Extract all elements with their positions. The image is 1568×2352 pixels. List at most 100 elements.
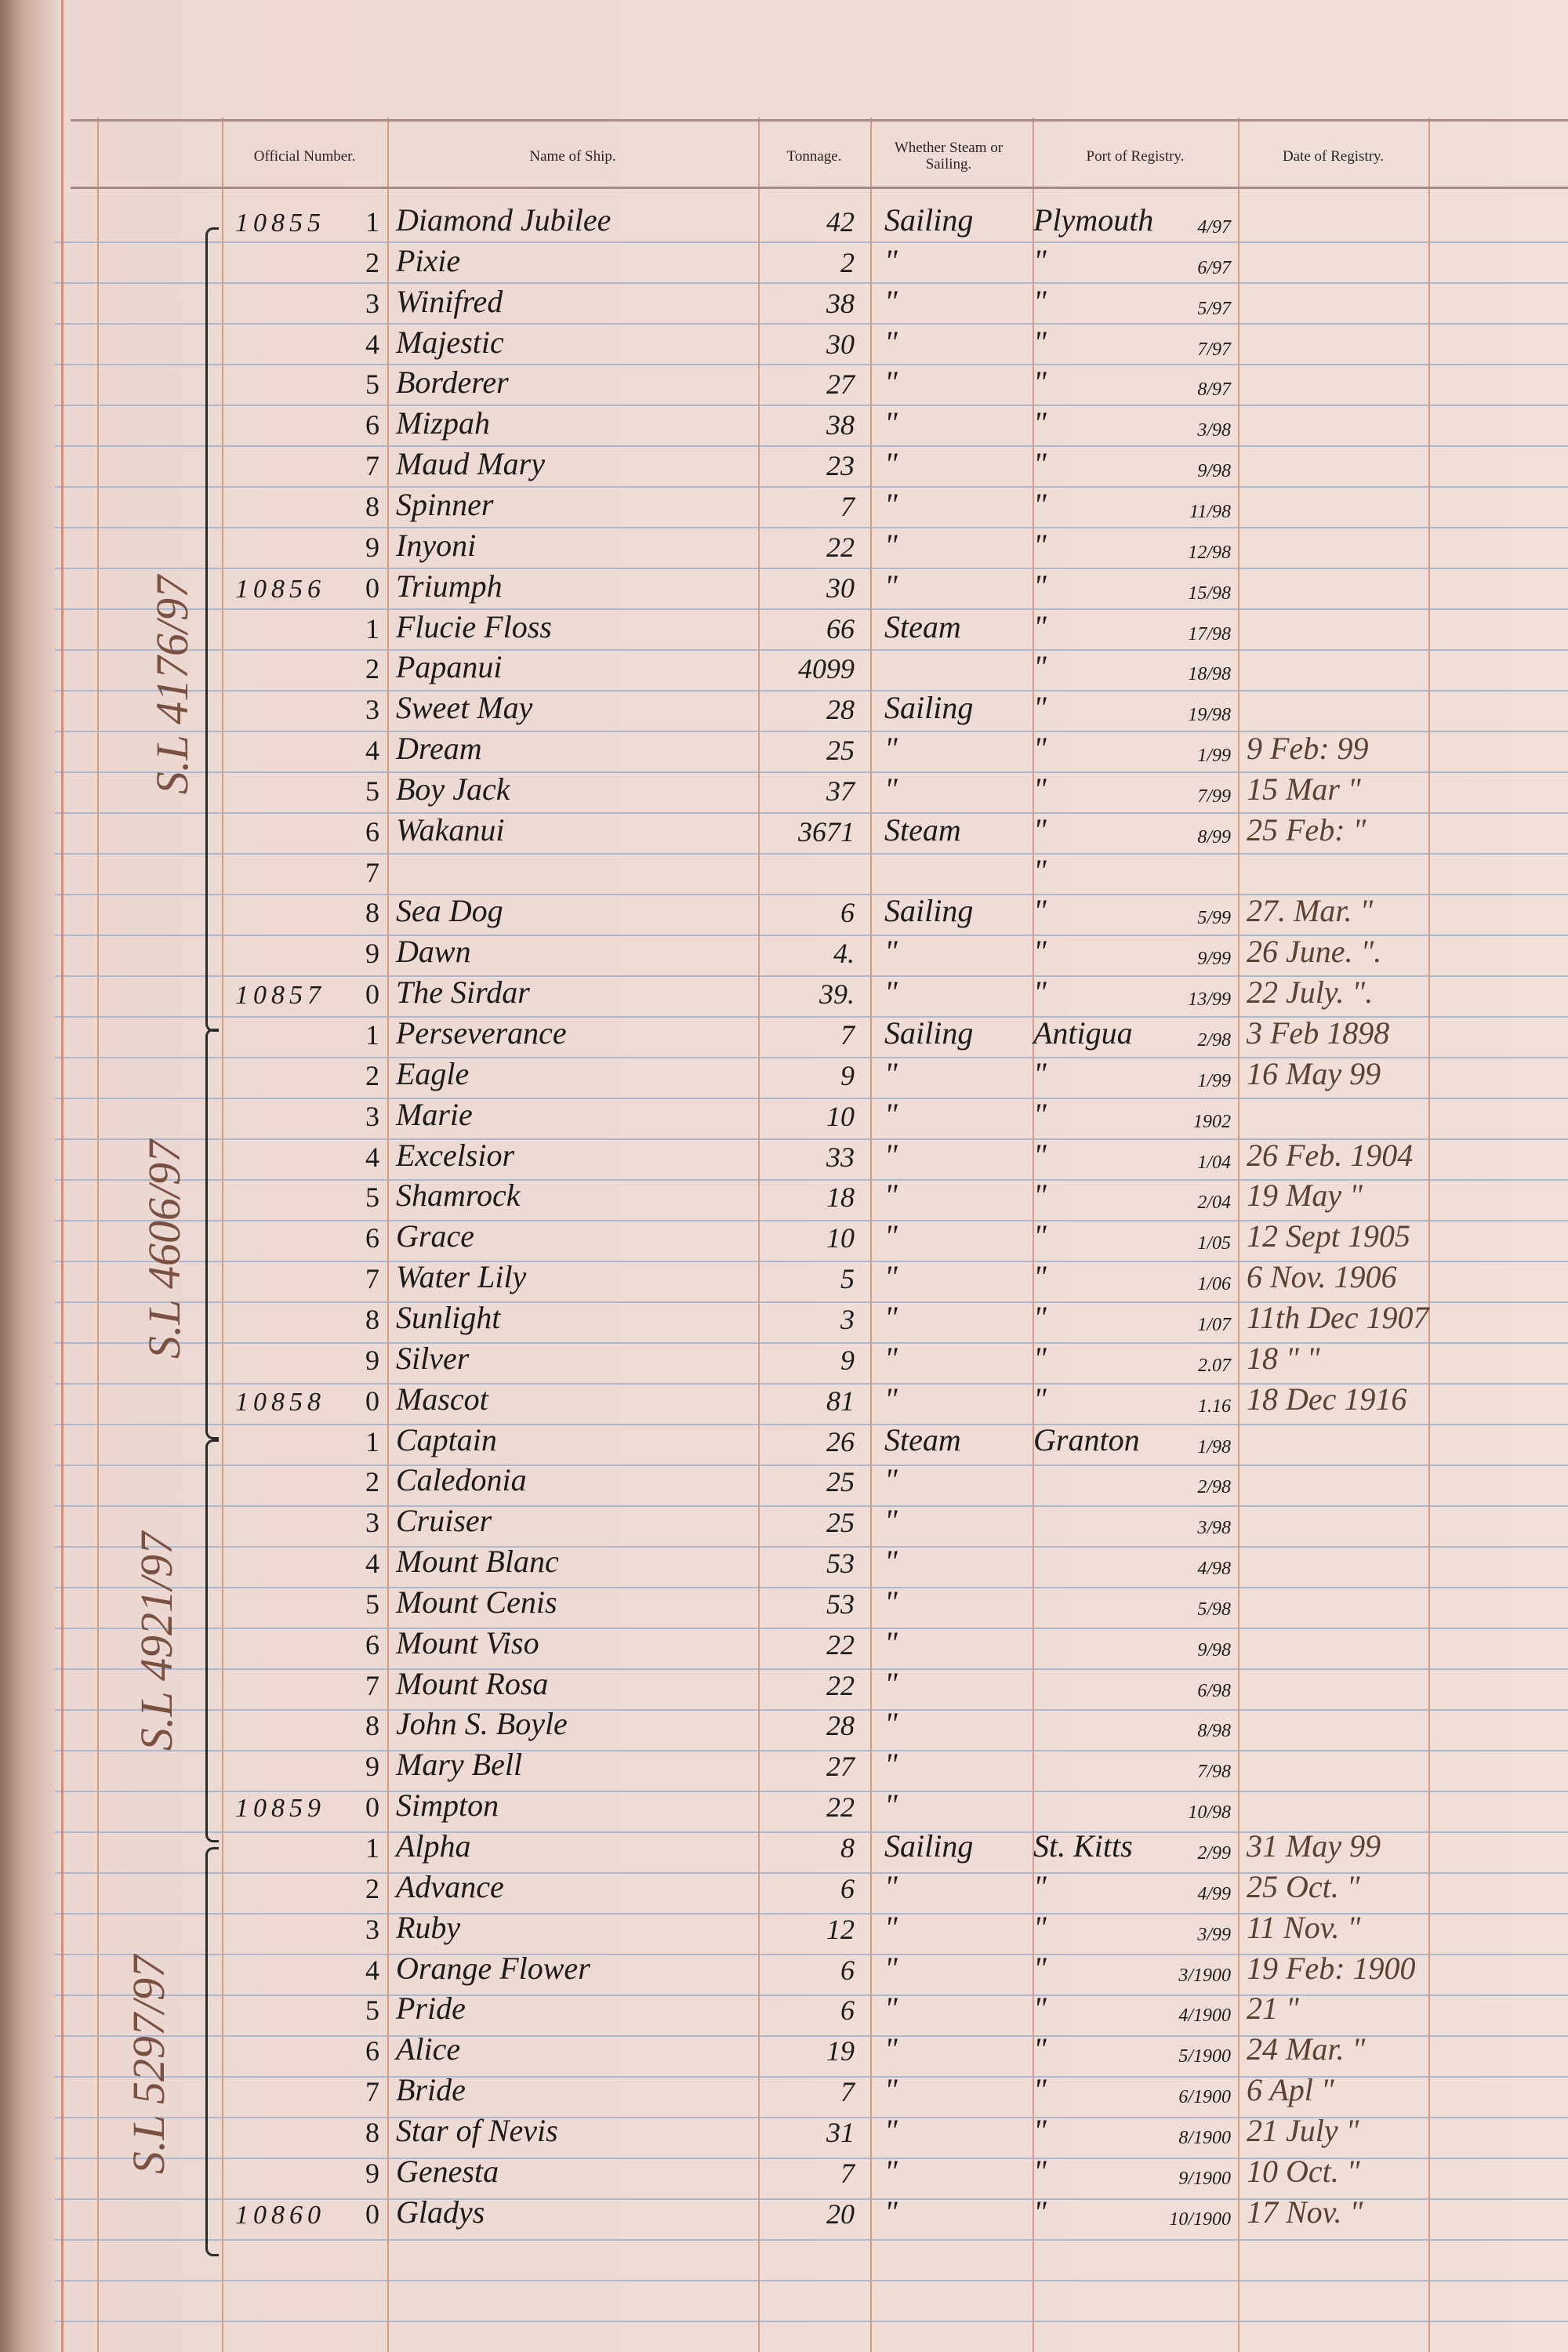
registry-fraction: 13/99	[1188, 989, 1231, 1011]
tonnage: 4099	[798, 653, 855, 685]
registry-fraction: 2/04	[1197, 1192, 1231, 1214]
tonnage: 6	[840, 1994, 855, 2027]
ledger-row: 9 Silver 9 " " 2.07 18 " "	[0, 1341, 1568, 1381]
steam-or-sailing: Steam	[884, 1421, 961, 1457]
tonnage: 6	[840, 1872, 855, 1904]
port-of-registry: "	[1033, 1178, 1047, 1214]
number-digit: 5	[365, 368, 379, 401]
steam-or-sailing: "	[884, 1340, 898, 1376]
official-number: 10859	[235, 1794, 325, 1824]
ship-name: Star of Nevis	[396, 2112, 558, 2148]
ledger-row: 4 Majestic 30 " " 7/97	[0, 325, 1568, 365]
steam-or-sailing: "	[884, 283, 898, 319]
registry-fraction: 6/1900	[1178, 2087, 1231, 2108]
ledger-row: 9 Inyoni 22 " " 12/98	[0, 528, 1568, 568]
column-rule	[1428, 118, 1430, 2352]
registry-fraction: 6/98	[1197, 1680, 1231, 1701]
column-rule	[97, 118, 99, 2352]
ledger-row: 6 Mount Viso 22 " 9/98	[0, 1625, 1568, 1666]
group-bracket	[205, 1029, 219, 1439]
registry-fraction: 1/04	[1197, 1152, 1231, 1173]
ship-name: Genesta	[396, 2153, 499, 2189]
ship-name: Majestic	[396, 324, 504, 360]
registry-fraction: 10/98	[1188, 1802, 1231, 1824]
ledger-row: 1 Perseverance 7 Sailing Antigua 2/98 3 Feb 18…	[0, 1015, 1568, 1056]
tonnage: 25	[826, 735, 855, 767]
ship-name: Sweet May	[396, 690, 533, 726]
ledger-row: 10855 1 Diamond Jubilee 42 Sailing Plymouth 4/…	[0, 202, 1568, 243]
port-of-registry: "	[1033, 893, 1047, 929]
registry-date: 31 May 99	[1247, 1828, 1381, 1864]
registry-fraction: 12/98	[1188, 542, 1231, 563]
header-date-of-registry: Date of Registry.	[1282, 147, 1385, 165]
number-digit: 2	[365, 1872, 379, 1904]
number-digit: 7	[365, 1263, 379, 1295]
registry-fraction: 8/98	[1197, 1721, 1231, 1742]
steam-or-sailing: Sailing	[884, 1015, 974, 1051]
tonnage: 8	[840, 1832, 855, 1864]
tonnage: 7	[840, 2157, 855, 2189]
header-port-of-registry: Port of Registry.	[1086, 147, 1185, 165]
registry-date: 26 June. ".	[1247, 934, 1382, 970]
header-steam-or-sailing: Whether Steam or Sailing.	[894, 140, 1004, 172]
steam-or-sailing: "	[884, 1909, 898, 1945]
number-digit: 6	[365, 815, 379, 848]
steam-or-sailing: "	[884, 2031, 898, 2067]
ledger-row: 6 Mizpah 38 " " 3/98	[0, 405, 1568, 446]
number-digit: 0	[365, 572, 379, 604]
registry-date: 18 Dec 1916	[1247, 1381, 1407, 1417]
tonnage: 6	[840, 1954, 855, 1986]
registry-date: 6 Apl "	[1247, 2072, 1334, 2108]
registry-fraction: 3/99	[1197, 1924, 1231, 1945]
registry-fraction: 1/99	[1197, 746, 1231, 767]
ledger-row: 2 Eagle 9 " " 1/99 16 May 99	[0, 1056, 1568, 1097]
port-of-registry: "	[1033, 242, 1047, 278]
tonnage: 39.	[819, 978, 855, 1011]
ship-name: Winifred	[396, 283, 503, 319]
registry-date: 21 July "	[1247, 2112, 1359, 2148]
ship-name: Perseverance	[396, 1015, 567, 1051]
number-digit: 0	[365, 978, 379, 1011]
column-rule	[758, 118, 760, 2352]
port-of-registry: "	[1033, 283, 1047, 319]
port-of-registry: "	[1033, 975, 1047, 1011]
number-digit: 3	[365, 694, 379, 726]
ship-name: Mount Rosa	[396, 1665, 549, 1701]
number-digit: 2	[365, 246, 379, 278]
number-digit: 6	[365, 1222, 379, 1254]
registry-fraction: 11/98	[1189, 501, 1231, 522]
port-of-registry: "	[1033, 1259, 1047, 1295]
ledger-row: 7 Bride 7 " " 6/1900 6 Apl "	[0, 2072, 1568, 2113]
ledger-row: 10858 0 Mascot 81 " " 1.16 18 Dec 1916	[0, 1381, 1568, 1422]
ship-name: Cruiser	[396, 1503, 492, 1539]
tonnage: 19	[826, 2035, 855, 2067]
steam-or-sailing: "	[884, 486, 898, 522]
number-digit: 5	[365, 1588, 379, 1620]
port-of-registry: "	[1033, 731, 1047, 767]
port-of-registry: "	[1033, 324, 1047, 360]
steam-or-sailing: "	[884, 1381, 898, 1417]
registry-fraction: 7/98	[1197, 1762, 1231, 1783]
tonnage: 27	[826, 368, 855, 401]
ledger-row: 6 Grace 10 " " 1/05 12 Sept 1905	[0, 1218, 1568, 1259]
ship-name: Mount Viso	[396, 1624, 539, 1661]
number-digit: 8	[365, 897, 379, 929]
official-number: 10858	[235, 1387, 325, 1417]
ship-name: Advance	[396, 1868, 504, 1904]
ship-name: Alpha	[396, 1828, 471, 1864]
steam-or-sailing: "	[884, 1178, 898, 1214]
registry-fraction: 8/1900	[1178, 2127, 1231, 2148]
steam-or-sailing: "	[884, 365, 898, 401]
steam-or-sailing: "	[884, 1259, 898, 1295]
steam-or-sailing: "	[884, 934, 898, 970]
port-of-registry: "	[1033, 486, 1047, 522]
steam-or-sailing: "	[884, 1788, 898, 1824]
registry-fraction: 6/97	[1197, 257, 1231, 278]
port-of-registry: "	[1033, 1340, 1047, 1376]
margin-rule	[61, 0, 64, 2352]
tonnage: 10	[826, 1100, 855, 1132]
registry-date: 25 Feb: "	[1247, 811, 1367, 848]
ship-name: Alice	[396, 2031, 461, 2067]
registry-fraction: 5/98	[1197, 1599, 1231, 1620]
number-digit: 4	[365, 1141, 379, 1173]
